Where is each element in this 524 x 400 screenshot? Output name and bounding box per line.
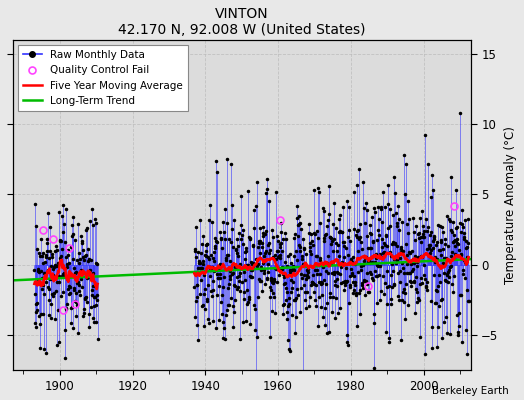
Title: VINTON
42.170 N, 92.008 W (United States): VINTON 42.170 N, 92.008 W (United States… xyxy=(118,7,365,37)
Legend: Raw Monthly Data, Quality Control Fail, Five Year Moving Average, Long-Term Tren: Raw Monthly Data, Quality Control Fail, … xyxy=(18,45,188,111)
Text: Berkeley Earth: Berkeley Earth xyxy=(432,386,508,396)
Y-axis label: Temperature Anomaly (°C): Temperature Anomaly (°C) xyxy=(504,126,517,284)
